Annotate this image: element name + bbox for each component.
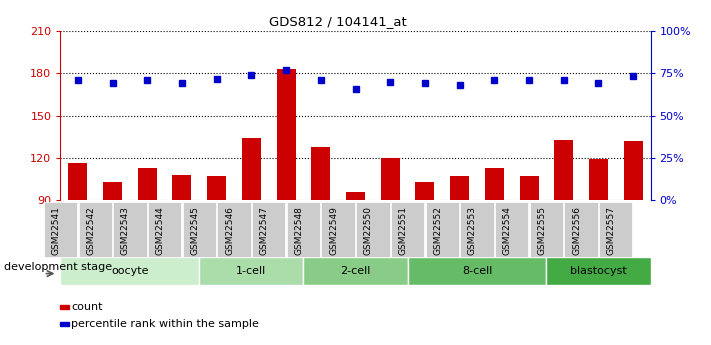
Text: GSM22542: GSM22542 (86, 207, 95, 255)
Bar (207, 176, 226, 200)
Bar (304, 257, 407, 285)
Bar (199, 257, 304, 285)
Bar (407, 257, 547, 285)
Title: GDS812 / 104141_at: GDS812 / 104141_at (269, 16, 407, 29)
Bar (589, 159, 608, 200)
Text: GSM22543: GSM22543 (121, 206, 130, 255)
Bar (520, 176, 539, 200)
Text: GSM22544: GSM22544 (156, 207, 164, 255)
Bar (172, 175, 191, 200)
Text: GSM22549: GSM22549 (329, 206, 338, 255)
Bar (624, 141, 643, 200)
Bar (138, 168, 156, 200)
Bar (415, 182, 434, 200)
Text: 1-cell: 1-cell (236, 266, 267, 276)
Text: GSM22551: GSM22551 (399, 206, 407, 255)
Text: GSM22557: GSM22557 (607, 206, 616, 255)
Text: GSM22556: GSM22556 (572, 206, 581, 255)
Text: count: count (71, 302, 102, 312)
Text: oocyte: oocyte (111, 266, 149, 276)
Bar (346, 191, 365, 200)
Text: blastocyst: blastocyst (570, 266, 627, 276)
Text: GSM22546: GSM22546 (225, 206, 234, 255)
Bar (103, 182, 122, 200)
Bar (547, 257, 651, 285)
Text: GSM22554: GSM22554 (503, 206, 512, 255)
Text: GSM22548: GSM22548 (294, 206, 304, 255)
Text: 8-cell: 8-cell (462, 266, 492, 276)
Text: GSM22541: GSM22541 (51, 206, 60, 255)
Text: GSM22555: GSM22555 (538, 206, 547, 255)
Bar (68, 164, 87, 200)
Text: percentile rank within the sample: percentile rank within the sample (71, 319, 259, 329)
Text: GSM22550: GSM22550 (364, 206, 373, 255)
Text: GSM22552: GSM22552 (433, 206, 442, 255)
Bar (311, 147, 331, 200)
Text: development stage: development stage (4, 263, 112, 272)
Bar (555, 139, 573, 200)
Bar (242, 138, 261, 200)
Bar (380, 158, 400, 200)
Text: 2-cell: 2-cell (341, 266, 370, 276)
Bar (277, 69, 296, 200)
Text: GSM22553: GSM22553 (468, 206, 477, 255)
Text: GSM22547: GSM22547 (260, 206, 269, 255)
Bar (450, 176, 469, 200)
Bar (60, 257, 199, 285)
Text: GSM22545: GSM22545 (191, 206, 199, 255)
Bar (485, 168, 504, 200)
